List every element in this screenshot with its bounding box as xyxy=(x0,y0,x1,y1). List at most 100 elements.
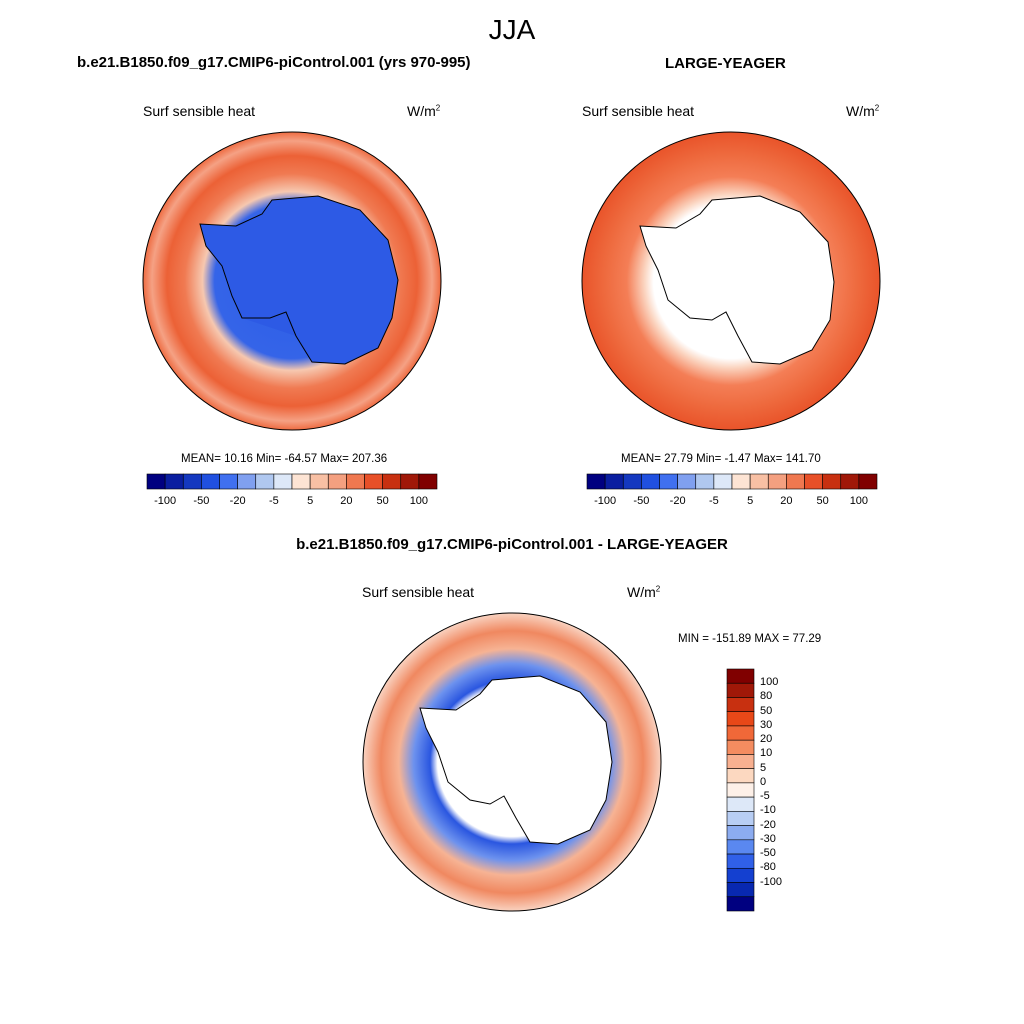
left-colorbar-swatch xyxy=(291,473,311,490)
left-colorbar-swatch xyxy=(219,473,238,490)
left-units-label: W/m2 xyxy=(407,103,441,119)
left-colorbar-tick-label: 20 xyxy=(340,495,353,507)
left-colorbar-swatch xyxy=(201,473,220,490)
right-coastline xyxy=(639,195,835,365)
right-colorbar-swatch xyxy=(604,473,624,490)
left-colorbar-swatch xyxy=(146,473,166,490)
diff-units-label: W/m2 xyxy=(627,584,661,600)
right-colorbar xyxy=(586,473,878,490)
left-colorbar-swatch xyxy=(237,473,257,490)
diff-colorbar-swatch xyxy=(726,896,755,912)
right-antarctica-mask xyxy=(640,196,834,364)
left-colorbar-swatch xyxy=(327,473,347,490)
diff-colorbar-tick-label: 20 xyxy=(760,733,773,746)
diff-colorbar-swatch xyxy=(726,768,755,784)
diff-colorbar xyxy=(726,668,755,912)
right-colorbar-tick-label: 5 xyxy=(747,495,754,507)
diff-colorbar-swatch xyxy=(726,867,755,883)
right-colorbar-swatch xyxy=(822,473,842,490)
diff-colorbar-tick-label: -30 xyxy=(760,832,776,845)
diff-colorbar-tick-label: -80 xyxy=(760,861,776,874)
diff-antarctica-mask xyxy=(420,676,612,844)
diff-colorbar-tick-label: -50 xyxy=(760,847,776,860)
left-panel-title: b.e21.B1850.f09_g17.CMIP6-piControl.001 … xyxy=(77,54,471,71)
left-colorbar-swatch xyxy=(382,473,402,490)
diff-colorbar-swatch xyxy=(726,796,755,812)
left-colorbar-swatch xyxy=(364,473,383,490)
right-map xyxy=(581,131,881,431)
left-colorbar-tick-label: 100 xyxy=(409,495,429,507)
right-colorbar-swatch xyxy=(804,473,823,490)
diff-colorbar-tick-label: 30 xyxy=(760,718,773,731)
right-colorbar-swatch xyxy=(858,473,878,490)
right-colorbar-tick-label: 20 xyxy=(780,495,793,507)
right-colorbar-swatch xyxy=(767,473,787,490)
left-colorbar-swatch xyxy=(400,473,420,490)
diff-colorbar-swatch xyxy=(726,825,755,841)
diff-colorbar-swatch xyxy=(726,782,755,798)
right-colorbar-tick-label: 50 xyxy=(816,495,829,507)
left-colorbar xyxy=(146,473,438,490)
left-colorbar-tick-label: -5 xyxy=(268,495,279,507)
left-colorbar-tick-label: -50 xyxy=(193,495,210,507)
left-colorbar-swatch xyxy=(309,473,329,490)
diff-colorbar-swatch xyxy=(726,811,755,826)
left-colorbar-swatch xyxy=(164,473,184,490)
diff-stats: MIN = -151.89 MAX = 77.29 xyxy=(678,633,822,645)
right-colorbar-tick-label: 100 xyxy=(849,495,869,507)
right-variable-label: Surf sensible heat xyxy=(582,103,695,119)
diff-colorbar-tick-label: 100 xyxy=(760,676,779,689)
diff-map xyxy=(362,612,662,912)
left-colorbar-tick-label: 50 xyxy=(376,495,389,507)
left-map xyxy=(142,131,442,431)
right-colorbar-swatch xyxy=(641,473,660,490)
diff-colorbar-swatch xyxy=(726,668,755,684)
diff-colorbar-tick-label: -10 xyxy=(760,804,776,817)
left-variable-label: Surf sensible heat xyxy=(143,103,256,119)
left-coastline xyxy=(199,195,399,365)
diff-coastline xyxy=(419,675,613,845)
diff-colorbar-swatch xyxy=(726,725,755,741)
right-colorbar-swatch xyxy=(731,473,751,490)
right-colorbar-swatch xyxy=(840,473,860,490)
left-colorbar-swatch xyxy=(273,473,293,490)
diff-colorbar-swatch xyxy=(726,739,755,755)
diff-colorbar-tick-label: 50 xyxy=(760,704,773,717)
right-colorbar-tick-label: -50 xyxy=(633,495,650,507)
diff-colorbar-swatch xyxy=(726,697,755,713)
left-colorbar-swatch xyxy=(346,473,365,490)
left-antarctica-field xyxy=(200,196,398,364)
right-colorbar-swatch xyxy=(659,473,678,490)
diff-colorbar-tick-label: -100 xyxy=(760,875,783,888)
left-colorbar-tick-label: -20 xyxy=(229,495,246,507)
diff-colorbar-tick-label: -5 xyxy=(760,790,770,803)
diff-colorbar-tick-label: 0 xyxy=(760,775,767,788)
left-stats: MEAN= 10.16 Min= -64.57 Max= 207.36 xyxy=(181,453,388,465)
right-stats: MEAN= 27.79 Min= -1.47 Max= 141.70 xyxy=(621,453,821,465)
diff-colorbar-swatch xyxy=(726,882,755,898)
diff-colorbar-swatch xyxy=(726,853,755,869)
diff-colorbar-swatch xyxy=(726,839,755,855)
right-colorbar-swatch xyxy=(677,473,697,490)
diff-colorbar-tick-label: 80 xyxy=(760,690,773,703)
right-units-label: W/m2 xyxy=(846,103,880,119)
right-colorbar-swatch xyxy=(695,473,715,490)
left-colorbar-swatch xyxy=(418,473,438,490)
diff-panel-title: b.e21.B1850.f09_g17.CMIP6-piControl.001 … xyxy=(296,536,728,553)
right-colorbar-swatch xyxy=(586,473,606,490)
right-colorbar-swatch xyxy=(713,473,733,490)
right-colorbar-tick-label: -20 xyxy=(669,495,686,507)
left-colorbar-tick-label: -100 xyxy=(154,495,177,507)
right-colorbar-tick-label: -100 xyxy=(594,495,617,507)
diff-colorbar-tick-label: 10 xyxy=(760,747,773,760)
season-title: JJA xyxy=(488,14,536,45)
diff-colorbar-swatch xyxy=(726,711,755,727)
left-colorbar-swatch xyxy=(182,473,202,490)
right-colorbar-swatch xyxy=(622,473,642,490)
right-colorbar-tick-label: -5 xyxy=(708,495,719,507)
diff-variable-label: Surf sensible heat xyxy=(362,584,475,600)
diff-colorbar-swatch xyxy=(726,754,755,769)
left-colorbar-swatch xyxy=(255,473,275,490)
diff-colorbar-swatch xyxy=(726,682,755,698)
